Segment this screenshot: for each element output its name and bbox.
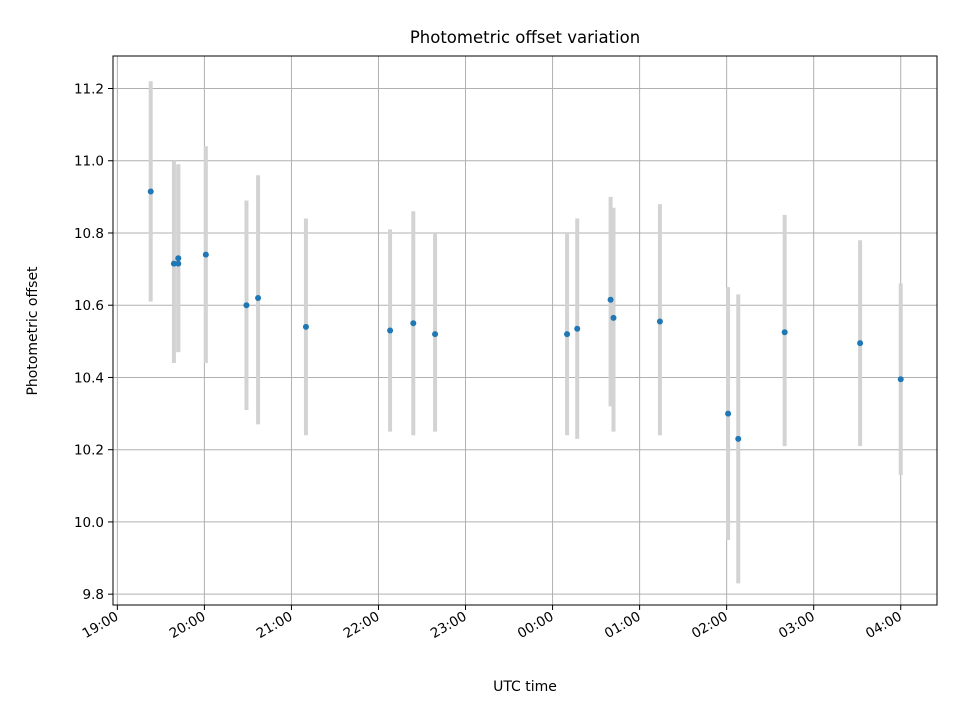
data-point <box>255 294 262 301</box>
y-tick-label: 11.0 <box>74 154 104 170</box>
y-tick-label: 10.8 <box>74 226 104 242</box>
data-point <box>610 314 617 321</box>
data-point <box>574 325 581 332</box>
data-point <box>302 323 309 330</box>
data-point <box>410 320 417 327</box>
data-point <box>170 260 177 267</box>
x-axis-label: UTC time <box>493 679 557 695</box>
data-point <box>857 340 864 347</box>
data-point <box>656 318 663 325</box>
data-point <box>607 296 614 303</box>
data-point <box>897 376 904 383</box>
y-tick-label: 9.8 <box>83 587 104 603</box>
y-tick-label: 10.6 <box>74 298 104 314</box>
y-tick-label: 10.4 <box>74 370 104 386</box>
data-point <box>781 329 788 336</box>
data-point <box>387 327 394 334</box>
plot-frame <box>112 55 938 606</box>
data-point <box>175 260 182 267</box>
data-point <box>147 188 154 195</box>
y-tick-label: 11.2 <box>74 82 104 98</box>
data-point <box>202 251 209 258</box>
data-point <box>243 302 250 309</box>
chart-title: Photometric offset variation <box>410 28 640 47</box>
data-point <box>175 255 182 262</box>
y-axis-label: Photometric offset <box>25 266 41 396</box>
data-point <box>564 331 571 338</box>
y-tick-label: 10.0 <box>74 515 104 531</box>
data-point <box>735 435 742 442</box>
data-points <box>147 188 904 442</box>
data-point <box>725 410 732 417</box>
grid-lines <box>113 56 937 605</box>
data-point <box>432 331 439 338</box>
y-tick-label: 10.2 <box>74 443 104 459</box>
